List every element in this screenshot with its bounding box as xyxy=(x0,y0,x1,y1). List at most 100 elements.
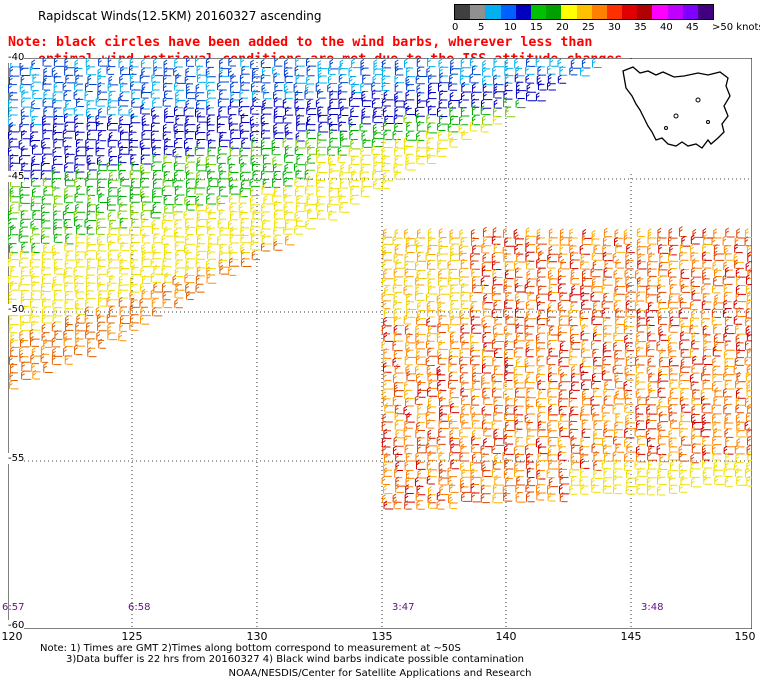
wind-barb xyxy=(392,283,402,293)
wind-barb xyxy=(711,316,723,326)
wind-barb xyxy=(504,363,514,374)
wind-barb xyxy=(272,156,283,166)
wind-barb xyxy=(702,458,713,469)
wind-barb xyxy=(526,83,537,93)
wind-barb xyxy=(414,395,423,405)
wind-barb xyxy=(438,468,449,479)
wind-barb xyxy=(450,314,461,326)
wind-barb xyxy=(460,66,471,77)
wind-barb xyxy=(350,194,360,205)
wind-barb xyxy=(195,91,206,102)
wind-barb xyxy=(85,58,95,68)
wind-barb xyxy=(625,355,637,366)
wind-barb xyxy=(514,315,524,326)
wind-barb xyxy=(9,122,20,133)
wind-barb xyxy=(207,225,215,235)
wind-barb xyxy=(734,236,745,246)
wind-barb xyxy=(679,242,688,254)
footnote-line-2: 3)Data buffer is 22 hrs from 20160327 4)… xyxy=(66,654,524,665)
wind-barb xyxy=(602,236,612,247)
wind-barb xyxy=(64,307,73,317)
wind-barb xyxy=(43,67,52,77)
wind-barb xyxy=(681,236,690,247)
wind-barb xyxy=(317,130,327,141)
wind-barb xyxy=(383,467,393,477)
wind-barb xyxy=(436,146,447,157)
wind-barb xyxy=(393,308,402,319)
wind-barb xyxy=(173,105,184,117)
wind-barb xyxy=(153,233,162,244)
wind-barb xyxy=(197,73,207,83)
wind-barb xyxy=(570,333,581,343)
wind-barb xyxy=(524,331,534,341)
wind-barb xyxy=(118,169,129,180)
wind-barb xyxy=(98,296,108,307)
wind-barb xyxy=(52,313,62,323)
wind-barb xyxy=(306,105,317,116)
wind-barb xyxy=(329,196,339,206)
wind-barb xyxy=(658,397,669,408)
wind-barb xyxy=(219,264,229,275)
wind-barb xyxy=(635,379,646,390)
wind-barb xyxy=(625,371,634,381)
wind-barb xyxy=(428,499,438,509)
wind-barb xyxy=(86,224,95,235)
wind-barb xyxy=(219,58,230,70)
wind-barb xyxy=(405,90,415,101)
wind-barb xyxy=(95,120,107,132)
wind-barb xyxy=(515,387,526,398)
wind-barb xyxy=(559,426,570,437)
wind-barb xyxy=(294,177,305,187)
wind-barb xyxy=(449,235,460,245)
wind-barb xyxy=(667,342,677,352)
wind-barb xyxy=(625,307,636,318)
wind-barb xyxy=(381,146,390,157)
wind-barb xyxy=(163,226,174,237)
wind-barb xyxy=(185,282,196,294)
wind-barb xyxy=(261,104,272,115)
wind-barb xyxy=(128,138,139,148)
legend-label: 10 xyxy=(504,22,517,33)
wind-barb xyxy=(76,184,85,195)
wind-barb xyxy=(141,249,151,260)
wind-barb xyxy=(98,160,107,172)
wind-barb xyxy=(316,171,325,182)
wind-barb xyxy=(417,388,426,398)
wind-barb xyxy=(18,233,28,243)
wind-barb xyxy=(394,404,404,415)
wind-barb xyxy=(252,96,262,107)
wind-barb xyxy=(557,436,566,448)
wind-barb xyxy=(185,234,196,245)
wind-barb xyxy=(502,450,512,461)
wind-barb xyxy=(416,98,425,108)
wind-barb xyxy=(284,88,293,99)
wind-barb xyxy=(129,320,139,331)
wind-barb xyxy=(557,450,567,461)
wind-barb xyxy=(526,310,537,320)
wind-barb xyxy=(525,340,534,351)
wind-barb xyxy=(416,436,426,446)
wind-barb xyxy=(593,434,603,445)
wind-barb xyxy=(65,233,74,245)
wind-barb xyxy=(85,329,95,340)
wind-barb xyxy=(273,90,282,100)
wind-barb xyxy=(734,444,745,455)
wind-barb xyxy=(712,284,721,294)
wind-barb xyxy=(328,168,337,179)
wind-barb xyxy=(216,194,226,205)
wind-barb xyxy=(648,252,658,263)
wind-barb xyxy=(340,136,350,147)
wind-barb xyxy=(393,499,402,510)
wind-barb xyxy=(735,268,746,278)
wind-barb xyxy=(217,81,227,91)
wind-barb xyxy=(30,306,40,317)
wind-barb xyxy=(329,160,340,172)
wind-barb xyxy=(636,331,647,343)
wind-barb xyxy=(174,185,185,196)
wind-barb xyxy=(130,113,141,124)
wind-barb xyxy=(206,104,215,116)
wind-barb xyxy=(493,365,504,375)
wind-barb xyxy=(482,332,492,344)
wind-barb xyxy=(18,258,29,268)
wind-barb xyxy=(492,483,503,494)
